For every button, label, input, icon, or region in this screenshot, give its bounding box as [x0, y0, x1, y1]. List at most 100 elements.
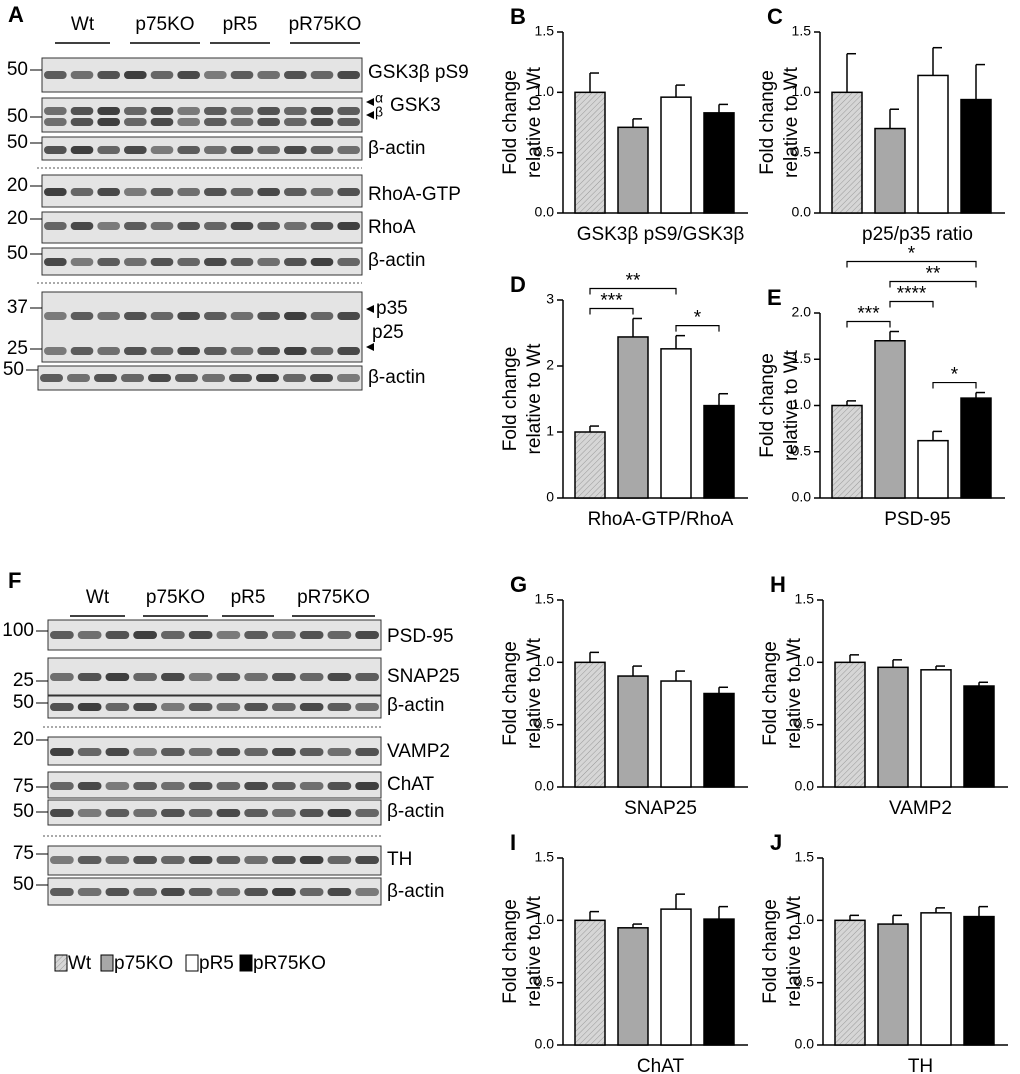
- blot-band: [355, 673, 379, 681]
- blot-band: [299, 631, 324, 639]
- blot-band: [272, 748, 296, 756]
- blot-membrane: [47, 695, 382, 719]
- blot-band: [133, 856, 157, 864]
- blot-band: [284, 188, 307, 196]
- blot-band: [133, 703, 157, 711]
- blot-band: [284, 118, 307, 126]
- blot-band: [284, 107, 307, 115]
- band-label: PSD-95: [387, 626, 454, 647]
- blot-band: [77, 673, 102, 681]
- y-tick-label: 0.0: [535, 204, 555, 220]
- blot-band: [44, 118, 67, 126]
- blot-band: [216, 703, 241, 711]
- blot-band: [257, 188, 280, 196]
- blot-band: [244, 748, 268, 756]
- blot-band: [355, 856, 379, 864]
- bar: [920, 912, 952, 1046]
- blot-band: [150, 347, 174, 355]
- y-tick-label: 1.5: [535, 23, 555, 39]
- blot-band: [272, 856, 296, 864]
- band-label: β: [375, 104, 383, 120]
- mw-marker: 20: [7, 175, 28, 196]
- blot-band: [337, 258, 360, 266]
- blot-band: [94, 374, 117, 382]
- blot-band: [216, 856, 241, 864]
- band-label: α: [375, 90, 383, 106]
- blot-band: [70, 258, 94, 266]
- bar: [960, 98, 992, 214]
- bar: [660, 908, 692, 1046]
- blot-band: [161, 631, 185, 639]
- x-axis-label: GSK3β pS9/GSK3β: [577, 224, 745, 245]
- blot-band: [337, 146, 360, 154]
- band-label: β-actin: [387, 695, 444, 716]
- blot-band: [257, 312, 280, 320]
- blot-band: [105, 703, 130, 711]
- band-arrow: [366, 111, 374, 119]
- blot-band: [230, 71, 254, 79]
- blot-band: [105, 748, 130, 756]
- y-axis-label: relative to Wt: [784, 637, 805, 749]
- blot-band: [177, 347, 200, 355]
- blot-band: [50, 809, 74, 817]
- y-tick-label: 0.5: [792, 143, 812, 159]
- blot-band: [70, 312, 94, 320]
- blot-band: [177, 188, 200, 196]
- blot-band: [310, 258, 334, 266]
- significance-bracket: [589, 307, 634, 315]
- blot-band: [124, 312, 147, 320]
- band-label: β-actin: [368, 138, 425, 159]
- blot-band: [70, 107, 94, 115]
- panel-letter: B: [510, 4, 526, 29]
- blot-band: [230, 347, 254, 355]
- blot-band: [204, 146, 227, 154]
- blot-band: [230, 188, 254, 196]
- group-label: Wt: [86, 587, 110, 608]
- blot-band: [272, 631, 296, 639]
- blot-band: [44, 312, 67, 320]
- blot-band: [230, 312, 254, 320]
- blot-band: [310, 188, 334, 196]
- blot-band: [44, 258, 67, 266]
- blot-band: [257, 222, 280, 230]
- mw-marker: 75: [13, 843, 34, 864]
- y-tick-label: 2.0: [792, 304, 812, 320]
- blot-band: [177, 146, 200, 154]
- blot-band: [40, 374, 63, 382]
- blot-band: [272, 888, 296, 896]
- blot-band: [150, 258, 174, 266]
- mw-marker: 37: [7, 297, 28, 318]
- bar: [963, 915, 995, 1046]
- blot-band: [77, 631, 102, 639]
- blot-membrane: [47, 619, 382, 651]
- band-arrow: [366, 98, 374, 106]
- blot-band: [188, 673, 213, 681]
- blot-band: [202, 374, 225, 382]
- legend-label: pR5: [199, 953, 234, 974]
- blot-band: [310, 374, 333, 382]
- bar: [617, 126, 649, 214]
- y-axis-label: relative to Wt: [524, 637, 545, 749]
- panel-letter: G: [510, 572, 527, 597]
- blot-band: [44, 222, 67, 230]
- y-tick-label: 1.0: [792, 83, 812, 99]
- blot-band: [257, 258, 280, 266]
- bar: [874, 127, 906, 214]
- blot-band: [177, 222, 200, 230]
- blot-band: [150, 146, 174, 154]
- bar: [831, 91, 863, 214]
- blot-membrane: [47, 771, 382, 799]
- blot-band: [257, 118, 280, 126]
- blot-band: [230, 146, 254, 154]
- blot-band: [216, 631, 241, 639]
- y-tick-label: 1.5: [535, 849, 555, 865]
- blot-band: [299, 809, 324, 817]
- y-axis-label: relative to Wt: [524, 895, 545, 1007]
- y-tick-label: 0.5: [795, 715, 815, 731]
- group-label: Wt: [71, 14, 95, 35]
- y-tick-label: 1.0: [792, 396, 812, 412]
- panel-letter: C: [767, 4, 783, 29]
- blot-band: [150, 107, 174, 115]
- blot-band: [161, 856, 185, 864]
- blot-band: [150, 312, 174, 320]
